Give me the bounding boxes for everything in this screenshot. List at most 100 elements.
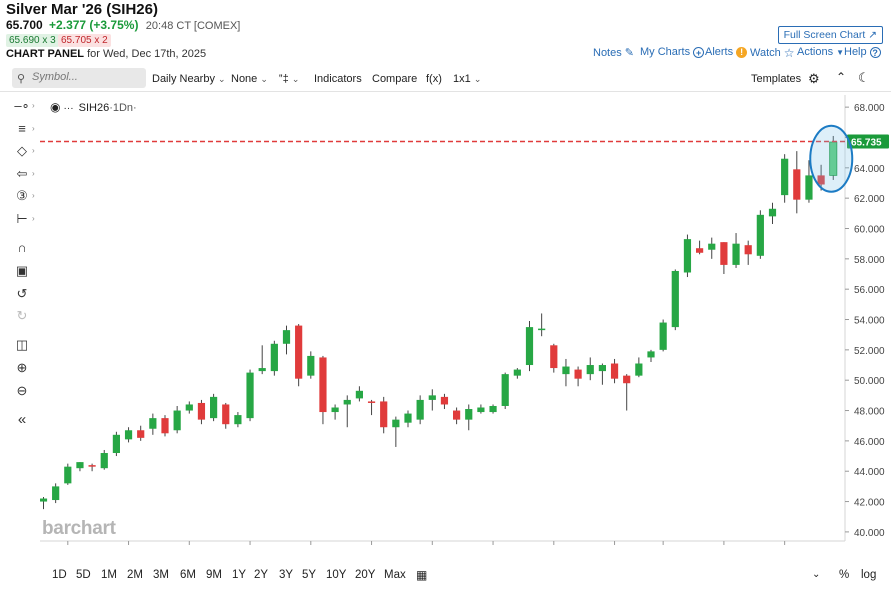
candle-body	[805, 175, 813, 200]
timeframe-2m[interactable]: 2M	[127, 569, 143, 581]
line-tool-icon[interactable]: –∘	[14, 98, 30, 113]
settings-gear-icon[interactable]: ⚙	[808, 71, 820, 86]
candle-body	[137, 430, 145, 438]
price-line: 65.700 +2.377 (+3.75%) 20:48 CT [COMEX]	[6, 18, 240, 32]
candle-body	[562, 366, 570, 375]
chevron-right-icon[interactable]: ›	[32, 146, 35, 155]
timeframe-max[interactable]: Max	[384, 569, 406, 581]
calendar-icon[interactable]: ▦	[416, 568, 428, 582]
lock-icon[interactable]: ▣	[15, 263, 29, 278]
chevron-right-icon[interactable]: ›	[32, 101, 35, 110]
trash-icon[interactable]: ◫	[15, 337, 29, 352]
collapse-icon[interactable]: ⌃	[836, 70, 847, 84]
magnet-icon[interactable]: ∩	[17, 240, 27, 255]
candle-body	[404, 413, 412, 423]
candle-body	[161, 418, 169, 434]
price-change: +2.377 (+3.75%)	[49, 18, 139, 32]
undo-icon[interactable]: ↺	[16, 286, 28, 301]
my-charts-link[interactable]: My Charts +	[640, 46, 705, 58]
layout-dropdown[interactable]: 1x1 ⌄	[453, 73, 481, 85]
timeframe-1y[interactable]: 1Y	[232, 569, 247, 581]
chart-panel-date: for Wed, Dec 17th, 2025	[87, 48, 207, 60]
quote-time: 20:48 CT [COMEX]	[145, 20, 241, 32]
timeframe-20y[interactable]: 20Y	[355, 569, 376, 581]
study-dropdown[interactable]: None ⌄	[231, 73, 268, 85]
timeframe-3m[interactable]: 3M	[153, 569, 169, 581]
candle-body	[234, 415, 242, 425]
timeframe-5d[interactable]: 5D	[76, 569, 91, 581]
timeframe-6m[interactable]: 6M	[180, 569, 196, 581]
zoom-in-icon[interactable]: ⊕	[16, 360, 28, 375]
timeframe-1d[interactable]: 1D	[52, 569, 67, 581]
dark-mode-icon[interactable]: ☾	[858, 70, 870, 85]
indicators-button[interactable]: Indicators	[314, 73, 362, 85]
compare-button[interactable]: Compare	[372, 73, 418, 85]
timeframe-3y[interactable]: 3Y	[279, 569, 294, 581]
more-icon[interactable]: ···	[63, 103, 74, 114]
chevron-right-icon[interactable]: ›	[32, 124, 35, 133]
timeframe-5y[interactable]: 5Y	[302, 569, 317, 581]
zoom-out-icon[interactable]: ⊖	[16, 383, 28, 398]
price-tick-label: 64.000	[854, 164, 885, 175]
candle-body	[307, 355, 315, 376]
candle-body	[343, 399, 351, 405]
price-chart[interactable]: 68.00066.00064.00062.00060.00058.00056.0…	[40, 95, 891, 545]
candle-body	[623, 375, 631, 384]
interval-dropdown[interactable]: Daily Nearby ⌄	[152, 73, 226, 85]
actions-menu[interactable]: Actions ▼	[797, 46, 844, 58]
candle-body	[610, 363, 619, 379]
candle-body	[489, 405, 497, 413]
timeframe-10y[interactable]: 10Y	[326, 569, 347, 581]
full-screen-chart-button[interactable]: Full Screen Chart ↗	[777, 26, 883, 44]
chevron-right-icon[interactable]: ›	[32, 214, 35, 223]
current-price-tag	[847, 134, 889, 149]
help-link[interactable]: Help ?	[844, 46, 881, 58]
timeframe-2y[interactable]: 2Y	[254, 569, 269, 581]
candle-body	[732, 243, 740, 265]
collapse-toolbar-icon[interactable]: «	[17, 411, 27, 428]
candle-body	[76, 462, 84, 469]
shape-tool-icon[interactable]: ◇	[17, 143, 27, 158]
candle-body	[538, 328, 546, 331]
barchart-logo: barchart	[42, 518, 116, 539]
price-tick-label: 50.000	[854, 376, 885, 387]
watch-link[interactable]: Watch ☆	[750, 46, 795, 60]
candle-body	[525, 327, 534, 366]
fib-tool-icon[interactable]: ≡	[18, 121, 26, 136]
timeframe-1m[interactable]: 1M	[101, 569, 117, 581]
redo-icon[interactable]: ↻	[16, 308, 28, 323]
chevron-down-icon: ⌄	[291, 74, 300, 84]
candle-body	[428, 395, 436, 400]
ask-badge: 65.705 x 2	[58, 34, 111, 47]
log-toggle[interactable]: log	[861, 569, 877, 581]
drawing-toolbar: –∘ › ≡ › ◇ › ⇦ › ③ › ⊢ › ∩ ▣ ↺ ↻ ◫ ⊕ ⊖ «	[0, 93, 40, 543]
alerts-link[interactable]: Alerts !	[705, 46, 748, 58]
candle-body	[440, 396, 449, 405]
number-annotation-icon[interactable]: ③	[16, 188, 28, 203]
symbol-search-input[interactable]: Symbol...	[12, 68, 146, 88]
arrow-tool-icon[interactable]: ⇦	[16, 166, 28, 181]
chevron-right-icon[interactable]: ›	[32, 191, 35, 200]
candle-body	[696, 248, 704, 253]
timeframe-9m[interactable]: 9M	[206, 569, 222, 581]
double-chevron-down-icon[interactable]: ⌄	[812, 569, 821, 580]
price-tick-label: 62.000	[854, 194, 885, 205]
eye-icon[interactable]: ◉	[50, 100, 61, 114]
edit-icon: ✎	[624, 47, 634, 59]
chevron-right-icon[interactable]: ›	[32, 169, 35, 178]
templates-button[interactable]: Templates	[751, 73, 802, 85]
chart-panel-label: CHART PANEL for Wed, Dec 17th, 2025	[6, 48, 206, 60]
fx-button[interactable]: f(x)	[426, 73, 442, 85]
candles	[40, 135, 838, 510]
candle-body	[380, 401, 388, 428]
actions-label: Actions	[797, 46, 834, 58]
measure-tool-icon[interactable]: ⊢	[16, 211, 28, 226]
percent-toggle[interactable]: %	[839, 569, 850, 581]
chevron-down-icon: ⌄	[218, 74, 226, 84]
chevron-down-icon: ⌄	[473, 74, 482, 84]
candle-body	[258, 368, 266, 372]
notes-link[interactable]: Notes ✎	[593, 46, 634, 60]
candle-body	[781, 158, 789, 196]
chart-type-dropdown[interactable]: ‟‡ ⌄	[279, 73, 299, 85]
watch-label: Watch	[750, 47, 781, 59]
